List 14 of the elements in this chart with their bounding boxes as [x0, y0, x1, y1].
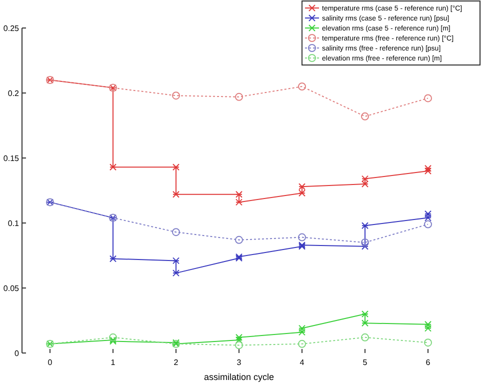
x-tick-label: 0: [48, 358, 53, 367]
y-tick-label: 0.25: [3, 24, 20, 33]
x-axis-title: assimilation cycle: [204, 372, 274, 382]
x-tick-label: 5: [362, 358, 368, 367]
x-tick-label: 1: [110, 358, 116, 367]
x-tick-label: 4: [300, 358, 305, 367]
x-tick-label: 3: [236, 358, 242, 367]
y-tick-label: 0.15: [3, 154, 20, 163]
x-tick-label: 2: [174, 358, 179, 367]
y-tick-label: 0: [14, 348, 20, 358]
y-tick-label: 0.1: [8, 218, 20, 228]
y-tick-label: 0.2: [8, 88, 20, 98]
y-tick-label: 0.05: [3, 284, 20, 293]
x-tick-label: 6: [426, 358, 431, 367]
